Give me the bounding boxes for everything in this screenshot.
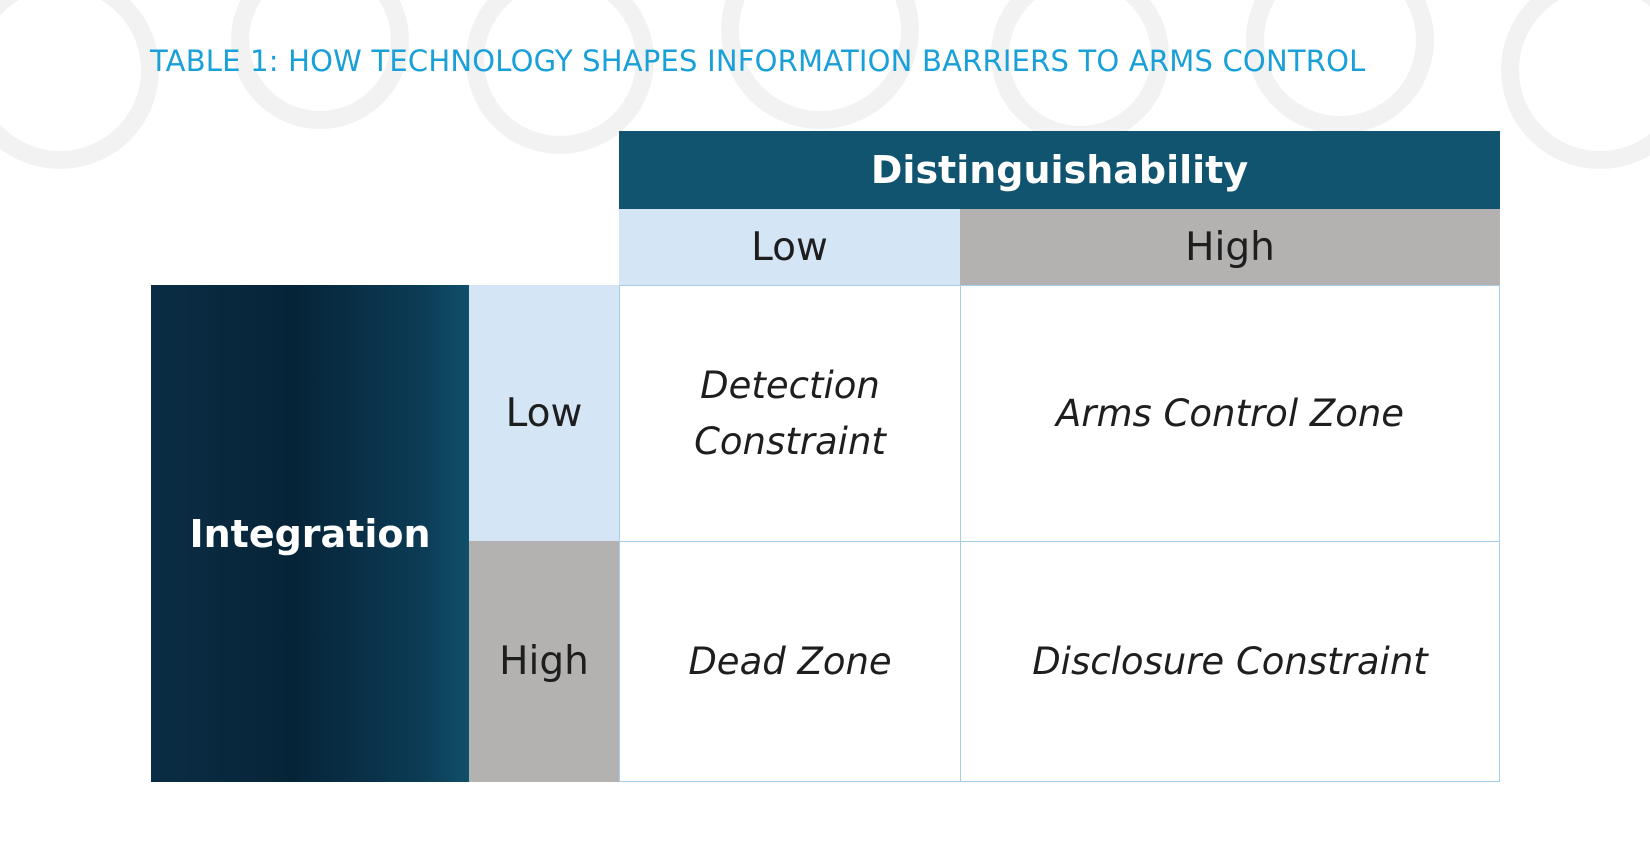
cell-arms-control-zone: Arms Control Zone [960,285,1500,542]
row-header-high: High [469,541,619,782]
cell-disclosure-constraint: Disclosure Constraint [960,541,1500,782]
column-header-high: High [960,209,1500,285]
cell-dead-zone: Dead Zone [619,541,961,782]
cell-detection-constraint-label: Detection Constraint [694,363,886,463]
cell-detection-constraint: Detection Constraint [619,285,961,542]
table-title: TABLE 1: HOW TECHNOLOGY SHAPES INFORMATI… [150,44,1366,78]
row-group-header-integration: Integration [151,285,469,782]
column-group-header-distinguishability: Distinguishability [619,131,1500,209]
row-header-low: Low [469,285,619,541]
column-header-low: Low [619,209,960,285]
